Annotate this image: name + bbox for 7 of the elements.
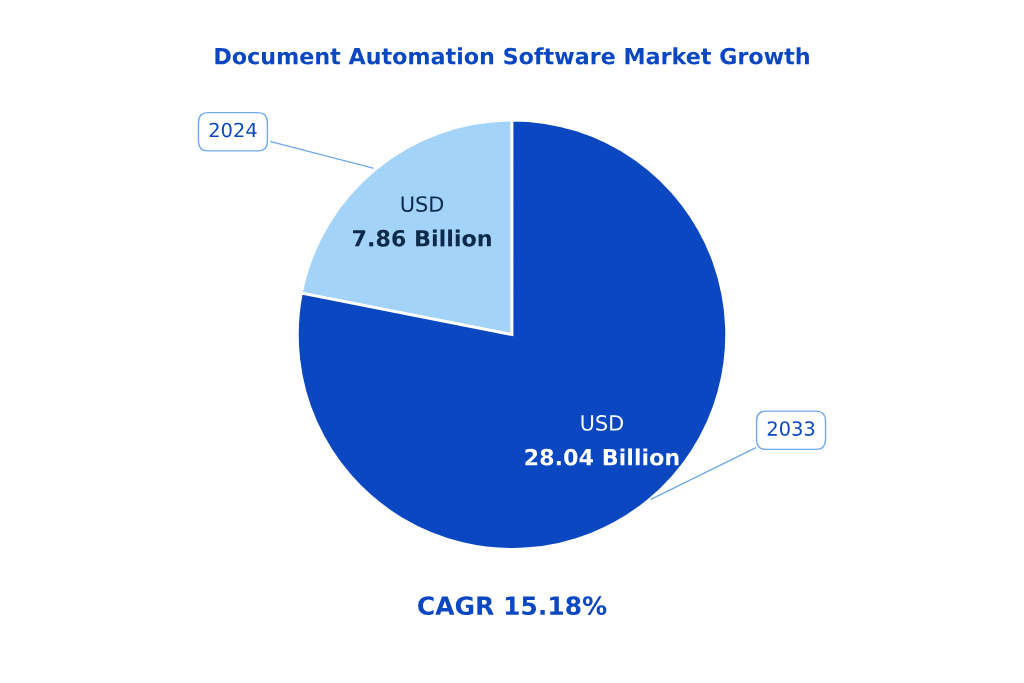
chart-title: Document Automation Software Market Growth	[215, 47, 809, 65]
pie-slice	[295, 118, 729, 551]
data-label: USD 7.86 Billion	[353, 196, 491, 247]
text: CAGR 15.18%	[418, 596, 607, 616]
data-label: USD 28.04 Billion	[525, 415, 679, 466]
slice-label: 2024	[209, 122, 257, 138]
slice-label: 2033	[767, 421, 815, 436]
